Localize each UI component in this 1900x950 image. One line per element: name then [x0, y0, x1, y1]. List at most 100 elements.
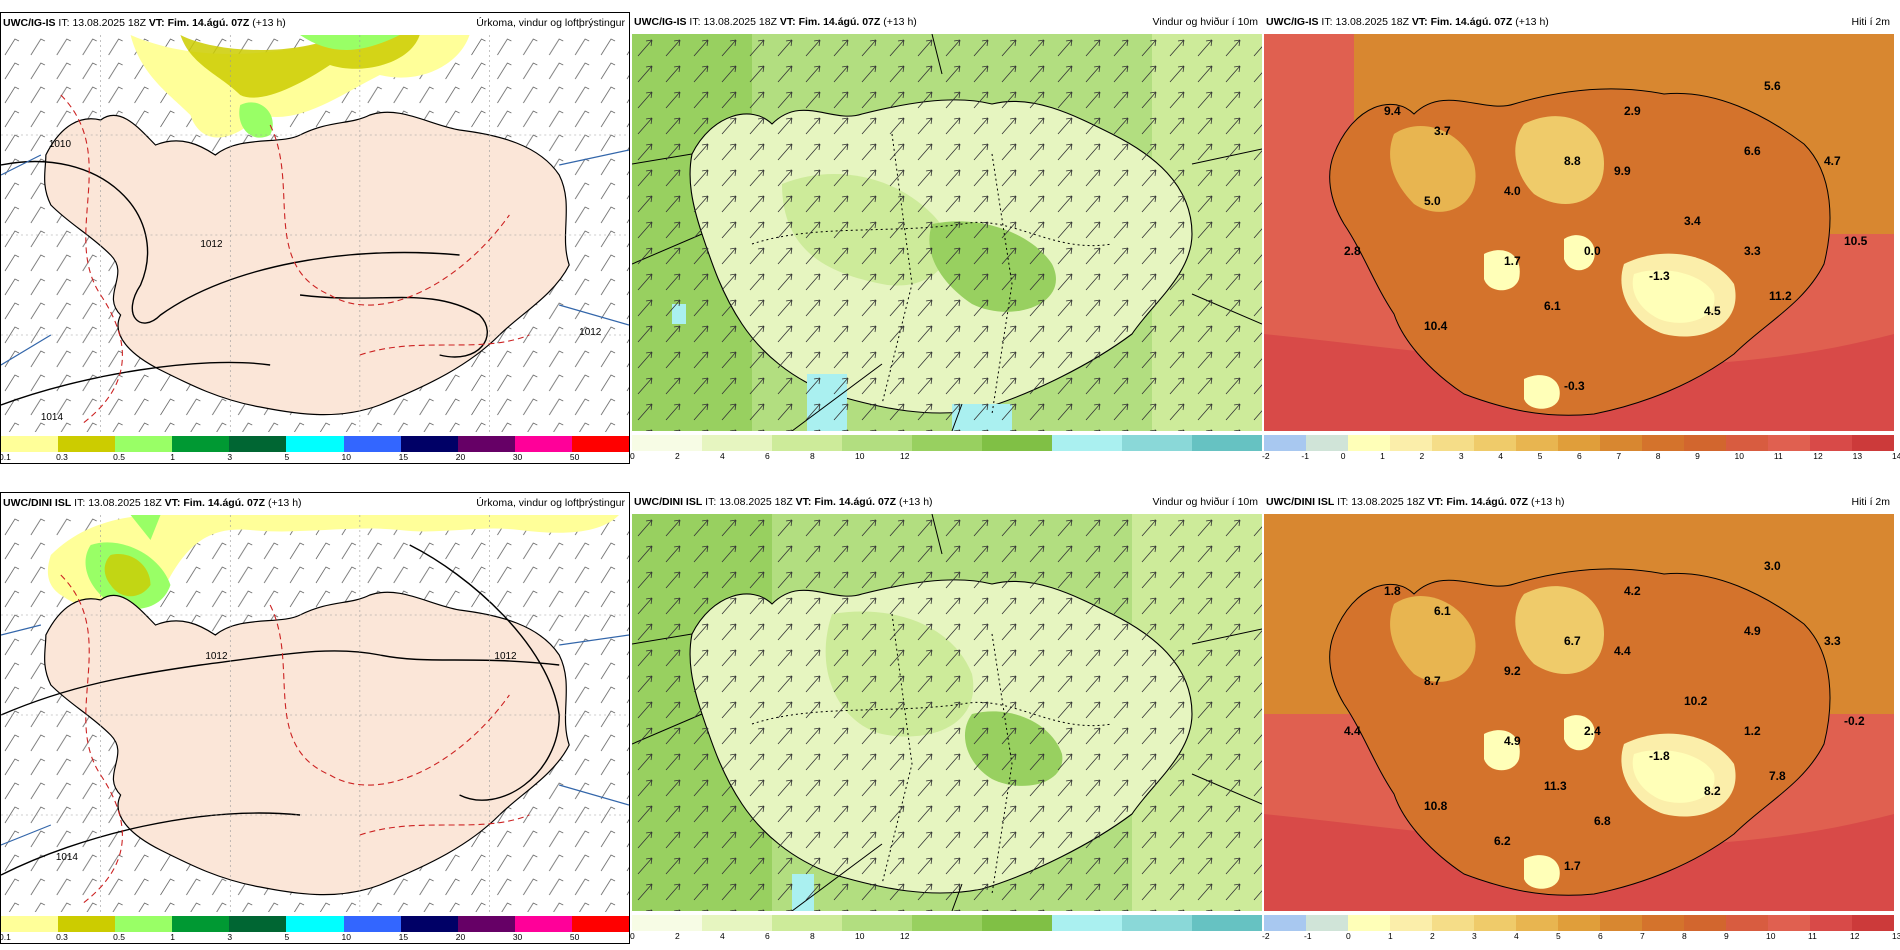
colorbar-tick-label: 10 — [1766, 931, 1776, 941]
model-name: UWC/DINI ISL — [634, 496, 703, 508]
colorbar-swatch — [1558, 915, 1600, 931]
colorbar-tick-label: 0.5 — [113, 452, 125, 462]
colorbar-swatch — [115, 916, 173, 932]
colorbar-swatch — [1052, 915, 1122, 931]
colorbar-tick-label: 10 — [1734, 451, 1744, 461]
colorbar-swatch — [1726, 435, 1768, 451]
field-name: Hiti í 2m — [1851, 496, 1890, 508]
colorbar-tick-label: 0.3 — [56, 452, 68, 462]
colorbar-tick-label: -1 — [1304, 931, 1312, 941]
colorbar-tick-label: 2 — [675, 931, 680, 941]
precip-map: 1010 1012 1012 1014 — [1, 35, 629, 432]
temperature-value-label: 1.7 — [1504, 254, 1521, 268]
temperature-value-label: 6.6 — [1744, 144, 1761, 158]
init-time: 13.08.2025 18Z — [719, 496, 793, 508]
temperature-value-label: 6.8 — [1594, 814, 1611, 828]
panel-wind-dini: UWC/DINI ISL IT: 13.08.2025 18Z VT: Fim.… — [630, 492, 1262, 944]
precip-map: 1012 1012 1014 — [1, 515, 629, 912]
colorbar-tick-label: 8 — [1682, 931, 1687, 941]
temperature-value-label: 4.5 — [1704, 304, 1721, 318]
colorbar-tick-label: 1 — [170, 932, 175, 942]
temperature-value-label: 1.8 — [1384, 584, 1401, 598]
init-time: 13.08.2025 18Z — [1351, 496, 1425, 508]
colorbar-swatch — [1192, 915, 1262, 931]
temperature-value-label: 7.8 — [1769, 769, 1786, 783]
colorbar-tick-label: 20 — [455, 932, 466, 942]
colorbar-tick-label: 0.1 — [0, 452, 11, 462]
panel-title: UWC/IG-IS IT: 13.08.2025 18Z VT: Fim. 14… — [1, 13, 629, 33]
wind-colorbar: 0 2 4 6 8 10 12 — [630, 435, 1262, 461]
isobar-label: 1012 — [579, 327, 602, 338]
temperature-value-label: 8.2 — [1704, 784, 1721, 798]
temperature-colorbar: -2 -1 0 1 2 3 4 5 6 7 8 9 10 11 12 13 14 — [1262, 435, 1900, 461]
colorbar-tick-label: 6 — [1598, 931, 1603, 941]
panel-title: UWC/DINI ISL IT: 13.08.2025 18Z VT: Fim.… — [1, 493, 629, 513]
colorbar-tick-label: 0.5 — [113, 932, 125, 942]
lead-time: (+13 h) — [252, 17, 286, 29]
colorbar-swatch — [1558, 435, 1600, 451]
colorbar-tick-label: 13 — [1852, 451, 1863, 461]
model-name: UWC/DINI ISL — [3, 497, 72, 509]
temperature-value-label: 3.7 — [1434, 124, 1451, 138]
model-name: UWC/IG-IS — [1266, 16, 1319, 28]
colorbar-swatch — [286, 436, 344, 452]
colorbar-swatch — [457, 436, 515, 452]
colorbar-tick-label: 12 — [1813, 451, 1823, 461]
colorbar-tick-label: 4 — [720, 451, 725, 461]
temperature-value-label: -1.8 — [1649, 749, 1670, 763]
colorbar-swatches — [1, 916, 630, 932]
colorbar-tick-label: 11 — [1773, 451, 1783, 461]
colorbar-swatch — [842, 915, 912, 931]
panel-precip-igis: UWC/IG-IS IT: 13.08.2025 18Z VT: Fim. 14… — [0, 12, 630, 464]
temperature-value-label: 4.2 — [1624, 584, 1641, 598]
panel-title: UWC/IG-IS IT: 13.08.2025 18Z VT: Fim. 14… — [1264, 12, 1894, 32]
model-name: UWC/DINI ISL — [1266, 496, 1335, 508]
colorbar-swatch — [1390, 435, 1432, 451]
colorbar-tick-label: 30 — [512, 452, 523, 462]
colorbar-swatches — [1, 436, 630, 452]
colorbar-swatch — [1684, 435, 1726, 451]
valid-time: Fim. 14.ágú. 07Z — [1430, 16, 1513, 28]
colorbar-swatch — [702, 915, 772, 931]
colorbar-tick-label: 4 — [1498, 451, 1503, 461]
colorbar-swatch — [702, 435, 772, 451]
colorbar-tick-label: 2 — [675, 451, 680, 461]
colorbar-swatch — [400, 436, 458, 452]
temperature-value-label: 3.3 — [1744, 244, 1761, 258]
colorbar-tick-label: 30 — [512, 932, 523, 942]
colorbar-tick-label: 2 — [1419, 451, 1425, 461]
init-time: 13.08.2025 18Z — [1335, 16, 1409, 28]
colorbar-tick-label: 10 — [855, 931, 865, 941]
colorbar-tick-label: 9 — [1695, 451, 1700, 461]
colorbar-swatch — [1852, 915, 1894, 931]
colorbar-swatches — [632, 915, 1262, 931]
colorbar-tick-label: 15 — [398, 932, 409, 942]
panel-temp-dini: UWC/DINI ISL IT: 13.08.2025 18Z VT: Fim.… — [1262, 492, 1900, 944]
colorbar-swatch — [912, 435, 982, 451]
temperature-value-label: 5.6 — [1764, 79, 1781, 93]
colorbar-swatch — [1390, 915, 1432, 931]
field-name: Vindur og hviður í 10m — [1152, 16, 1258, 28]
temperature-value-label: 11.2 — [1769, 289, 1792, 303]
colorbar-tick-label: 50 — [569, 932, 580, 942]
colorbar-swatch — [1600, 915, 1642, 931]
colorbar-tick-label: 20 — [455, 452, 466, 462]
temperature-value-label: 9.9 — [1614, 164, 1631, 178]
colorbar-tick-label: 15 — [398, 452, 409, 462]
colorbar-swatch — [1516, 435, 1558, 451]
colorbar-tick-label: 8 — [810, 451, 815, 461]
colorbar-tick-label: 11 — [1808, 931, 1817, 941]
colorbar-tick-label: 14 — [1892, 451, 1900, 461]
temperature-value-label: 2.9 — [1624, 104, 1641, 118]
colorbar-swatch — [1768, 435, 1810, 451]
valid-time: Fim. 14.ágú. 07Z — [814, 496, 897, 508]
temperature-value-label: 4.4 — [1344, 724, 1361, 738]
colorbar-ticks: -2 -1 0 1 2 3 4 5 6 7 8 9 10 11 12 13 — [1262, 931, 1900, 941]
temperature-value-label: 4.9 — [1744, 624, 1761, 638]
temperature-value-label: 6.1 — [1544, 299, 1561, 313]
colorbar-swatch — [1474, 435, 1516, 451]
colorbar-tick-label: 12 — [900, 451, 910, 461]
colorbar-tick-label: 50 — [569, 452, 580, 462]
temperature-value-label: 10.8 — [1424, 799, 1448, 813]
colorbar-tick-label: 0 — [630, 931, 635, 941]
